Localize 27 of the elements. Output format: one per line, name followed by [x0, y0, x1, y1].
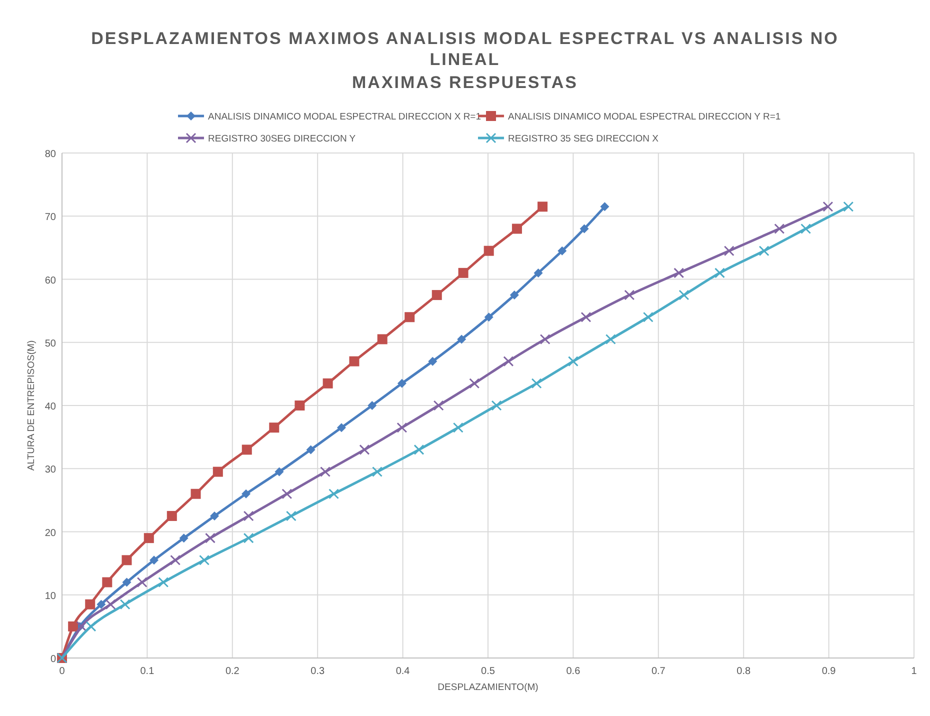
x-tick-label: 0.4: [396, 666, 410, 677]
x-tick-label: 0.1: [140, 666, 155, 677]
x-tick-label: 0.6: [566, 666, 581, 677]
y-tick-label: 50: [44, 338, 56, 350]
y-tick-label: 60: [44, 275, 56, 286]
x-tick-label: 0.3: [310, 666, 325, 677]
x-tick-label: 0: [59, 666, 66, 677]
x-tick-label: 0.2: [225, 666, 240, 677]
y-tick-label: 80: [44, 149, 56, 160]
y-tick-label: 10: [44, 590, 56, 602]
y-tick-label: 30: [44, 464, 56, 476]
chart-subtitle: MAXIMAS RESPUESTAS: [352, 73, 578, 92]
x-tick-label: 0.9: [822, 666, 836, 677]
x-axis-title: DESPLAZAMIENTO(M): [438, 682, 538, 693]
x-tick-label: 0.7: [651, 666, 666, 677]
legend-label: REGISTRO 30SEG DIRECCION Y: [208, 134, 356, 144]
y-axis-title: ALTURA DE ENTREPISOS(M): [26, 340, 37, 471]
legend-label: ANALISIS DINAMICO MODAL ESPECTRAL DIRECCION Y R=1: [508, 112, 781, 122]
x-tick-label: 0.8: [736, 666, 751, 677]
y-tick-label: 0: [50, 654, 56, 665]
chart-title: DESPLAZAMIENTOS MAXIMOS ANALISIS MODAL ESPECTRAL VS ANALISIS NO LINEAL: [91, 29, 839, 69]
x-tick-label: 0.5: [481, 666, 496, 677]
y-tick-label: 20: [44, 528, 56, 539]
y-tick-label: 40: [44, 402, 56, 412]
y-tick-label: 70: [44, 212, 56, 224]
x-tick-label: 1: [911, 666, 918, 677]
legend-label: REGISTRO 35 SEG DIRECCION X: [508, 134, 660, 144]
